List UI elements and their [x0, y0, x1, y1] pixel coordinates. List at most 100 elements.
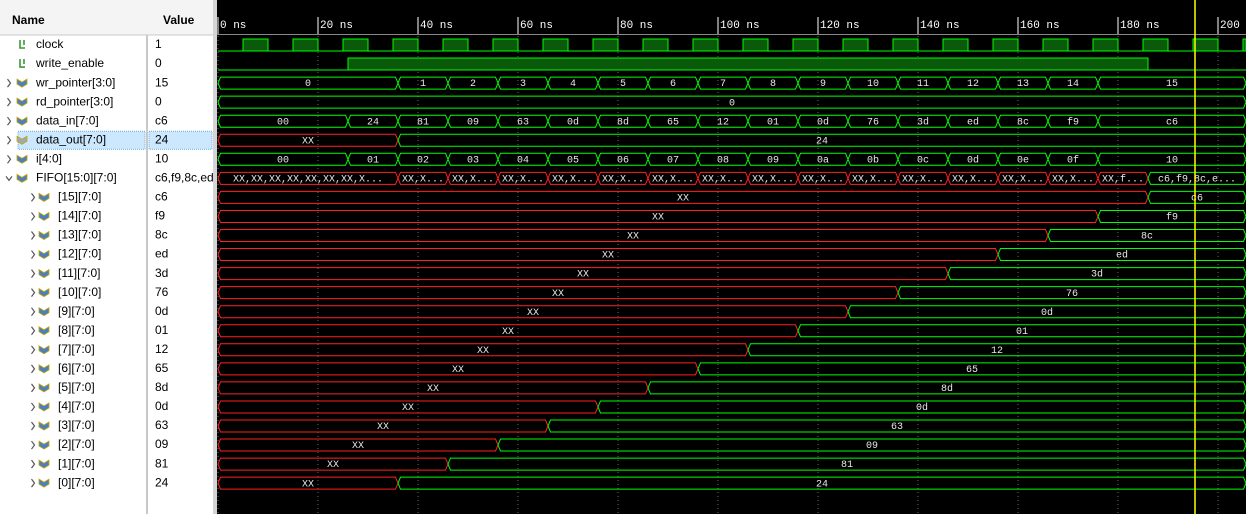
bus-label: 09 [767, 155, 779, 166]
signal-name[interactable]: [11][7:0] [58, 266, 100, 280]
signal-name[interactable]: [4][7:0] [58, 399, 95, 413]
bus-segment [997, 248, 1246, 262]
bus-segment [1097, 152, 1246, 166]
bit-high [992, 38, 1019, 52]
bus-label: XX [427, 384, 439, 395]
bus-label: 0d [916, 402, 928, 414]
signal-name[interactable]: [14][7:0] [58, 209, 101, 223]
signal-name[interactable]: clock [36, 37, 64, 51]
expand-toggle[interactable] [31, 288, 36, 298]
expand-toggle[interactable] [31, 212, 36, 221]
expand-toggle[interactable] [7, 116, 12, 126]
bus-label: 65 [966, 365, 978, 376]
expand-toggle[interactable] [31, 250, 36, 259]
bus-label: XX [452, 365, 464, 376]
expand-toggle[interactable] [31, 440, 36, 450]
signal-name[interactable]: [3][7:0] [58, 418, 95, 432]
expand-toggle[interactable] [31, 478, 36, 488]
signal-name[interactable]: i[4:0] [36, 151, 62, 165]
bus-segment [1097, 114, 1246, 128]
signal-value[interactable]: c6 [155, 190, 168, 204]
bus-label: 24 [816, 479, 828, 490]
signal-name[interactable]: FIFO[15:0][7:0] [36, 171, 117, 185]
signal-name[interactable]: [15][7:0] [58, 190, 101, 204]
bus-segment [447, 457, 1246, 471]
expand-toggle[interactable] [5, 175, 13, 182]
expand-toggle[interactable] [31, 269, 36, 278]
signal-name[interactable]: [0][7:0] [58, 475, 95, 489]
name-header[interactable]: Name [12, 13, 45, 27]
expand-toggle[interactable] [7, 154, 12, 164]
expand-toggle[interactable] [7, 97, 12, 107]
signal-name[interactable]: [1][7:0] [58, 456, 95, 470]
expand-toggle[interactable] [7, 78, 12, 88]
signal-value[interactable]: 1 [155, 37, 162, 51]
signal-name[interactable]: [6][7:0] [58, 361, 95, 375]
expand-toggle[interactable] [31, 193, 36, 202]
expand-toggle[interactable] [31, 326, 36, 336]
bus-label: XX,X... [852, 174, 894, 185]
expand-toggle[interactable] [31, 402, 36, 412]
signal-value[interactable]: 01 [155, 323, 169, 337]
expand-toggle[interactable] [31, 345, 36, 355]
signal-value[interactable]: 3d [155, 266, 168, 280]
expand-toggle[interactable] [31, 364, 36, 374]
bus-label: XX,X... [902, 174, 944, 185]
signal-name[interactable]: [12][7:0] [58, 247, 101, 261]
bus-label: XX,X... [1002, 174, 1044, 185]
bus-label: XX,X... [1052, 174, 1094, 185]
expand-toggle[interactable] [31, 231, 36, 240]
signal-value[interactable]: 8c [155, 228, 168, 242]
signal-value[interactable]: ed [155, 247, 168, 261]
bit-high [1142, 38, 1169, 52]
bit-high [542, 38, 569, 52]
expand-toggle[interactable] [7, 135, 12, 145]
signal-value[interactable]: 76 [155, 285, 169, 299]
signal-name[interactable]: [2][7:0] [58, 437, 95, 451]
signal-value[interactable]: 65 [155, 361, 169, 375]
signal-value[interactable]: 24 [155, 132, 169, 146]
bus-label: 0 [305, 79, 311, 90]
bus-segment [217, 95, 1246, 109]
bus-label: 0a [817, 155, 829, 166]
expand-toggle[interactable] [31, 383, 36, 393]
signal-name[interactable]: [10][7:0] [58, 285, 101, 299]
signal-value[interactable]: 63 [155, 418, 169, 432]
splitter[interactable] [213, 0, 217, 514]
signal-value[interactable]: 0d [155, 304, 168, 318]
signal-value[interactable]: 10 [155, 151, 169, 165]
signal-value[interactable]: f9 [155, 209, 165, 223]
expand-toggle[interactable] [31, 459, 36, 469]
signal-name[interactable]: [8][7:0] [58, 323, 95, 337]
signal-value[interactable]: 15 [155, 75, 169, 89]
signal-value[interactable]: 24 [155, 475, 169, 489]
signal-value[interactable]: 0 [155, 94, 162, 108]
signal-name[interactable]: [13][7:0] [58, 228, 101, 242]
signal-name[interactable]: data_out[7:0] [36, 132, 106, 146]
bit-high [1092, 38, 1119, 52]
signal-value[interactable]: 0 [155, 56, 162, 70]
signal-name[interactable]: write_enable [35, 56, 104, 70]
signal-name[interactable]: [9][7:0] [58, 304, 95, 318]
signal-value[interactable]: 09 [155, 437, 169, 451]
value-header[interactable]: Value [163, 13, 195, 27]
bus-label: XX,X... [452, 174, 494, 185]
expand-toggle[interactable] [31, 307, 36, 317]
bit-high [442, 38, 469, 52]
signal-value[interactable]: c6,f9,8c,ed [155, 171, 214, 185]
bus-label: XX [352, 441, 364, 452]
signal-value[interactable]: 8d [155, 380, 168, 394]
signal-name[interactable]: wr_pointer[3:0] [35, 75, 115, 89]
signal-name[interactable]: [7][7:0] [58, 342, 95, 356]
expand-toggle[interactable] [31, 421, 36, 431]
signal-name[interactable]: data_in[7:0] [36, 113, 99, 127]
signal-value[interactable]: 81 [155, 456, 169, 470]
signal-value[interactable]: c6 [155, 113, 168, 127]
signal-value[interactable]: 12 [155, 342, 169, 356]
bus-label: 07 [667, 155, 679, 166]
signal-value[interactable]: 0d [155, 399, 168, 413]
signal-name[interactable]: rd_pointer[3:0] [36, 94, 113, 108]
bus-label: XX [502, 327, 514, 338]
signal-name[interactable]: [5][7:0] [58, 380, 95, 394]
